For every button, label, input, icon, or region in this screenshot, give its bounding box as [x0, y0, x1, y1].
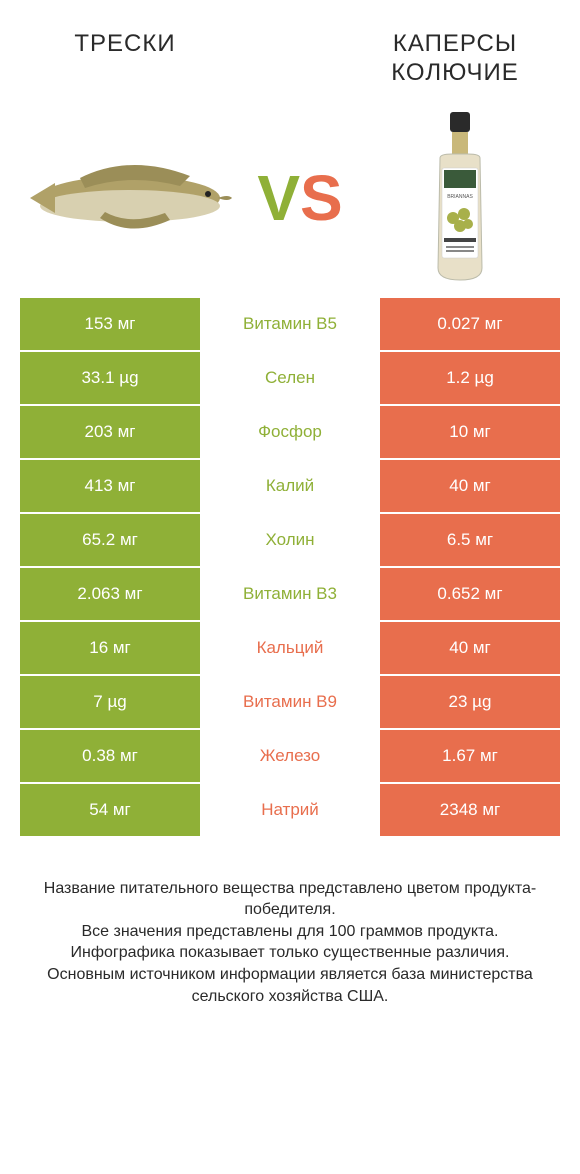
table-row: 153 мгВитамин B50.027 мг — [20, 298, 560, 352]
table-row: 54 мгНатрий2348 мг — [20, 784, 560, 838]
cell-left: 16 мг — [20, 622, 200, 674]
cell-right: 1.67 мг — [380, 730, 560, 782]
cell-nutrient: Селен — [200, 352, 380, 404]
table-row: 413 мгКалий40 мг — [20, 460, 560, 514]
fish-icon — [20, 148, 240, 248]
cell-left: 413 мг — [20, 460, 200, 512]
vs-cell: VS — [240, 161, 360, 235]
cell-left: 65.2 мг — [20, 514, 200, 566]
table-row: 203 мгФосфор10 мг — [20, 406, 560, 460]
header-row: ТРЕСКИ КАПЕРСЫ КОЛЮЧИЕ — [0, 0, 580, 98]
cell-nutrient: Железо — [200, 730, 380, 782]
vs-s: S — [300, 161, 343, 235]
title-right: КАПЕРСЫ КОЛЮЧИЕ — [350, 30, 560, 88]
cell-right: 0.652 мг — [380, 568, 560, 620]
cell-nutrient: Натрий — [200, 784, 380, 836]
footer-text: Название питательного вещества представл… — [20, 878, 560, 1008]
vs-v: V — [257, 161, 300, 235]
image-left-cell — [20, 98, 240, 298]
footer-line: Инфографика показывает только существенн… — [20, 942, 560, 964]
table-row: 7 µgВитамин B923 µg — [20, 676, 560, 730]
cell-right: 6.5 мг — [380, 514, 560, 566]
cell-left: 153 мг — [20, 298, 200, 350]
cell-right: 10 мг — [380, 406, 560, 458]
cell-right: 1.2 µg — [380, 352, 560, 404]
cell-nutrient: Витамин B9 — [200, 676, 380, 728]
title-left: ТРЕСКИ — [20, 30, 230, 88]
svg-text:BRIANNAS: BRIANNAS — [447, 194, 473, 200]
header-spacer — [230, 30, 350, 88]
cell-nutrient: Кальций — [200, 622, 380, 674]
cell-nutrient: Фосфор — [200, 406, 380, 458]
cell-right: 2348 мг — [380, 784, 560, 836]
cell-left: 203 мг — [20, 406, 200, 458]
cell-right: 40 мг — [380, 622, 560, 674]
cell-left: 0.38 мг — [20, 730, 200, 782]
table-row: 65.2 мгХолин6.5 мг — [20, 514, 560, 568]
table-row: 16 мгКальций40 мг — [20, 622, 560, 676]
cell-nutrient: Витамин B5 — [200, 298, 380, 350]
image-right-cell: BRIANNAS — [360, 98, 560, 298]
cell-left: 7 µg — [20, 676, 200, 728]
table-row: 2.063 мгВитамин B30.652 мг — [20, 568, 560, 622]
cell-right: 40 мг — [380, 460, 560, 512]
images-row: VS BRIANNAS — [0, 98, 580, 298]
cell-nutrient: Холин — [200, 514, 380, 566]
footer-line: Название питательного вещества представл… — [20, 878, 560, 921]
cell-nutrient: Витамин B3 — [200, 568, 380, 620]
nutrient-table: 153 мгВитамин B50.027 мг33.1 µgСелен1.2 … — [20, 298, 560, 838]
cell-right: 0.027 мг — [380, 298, 560, 350]
footer-line: Все значения представлены для 100 граммо… — [20, 921, 560, 943]
cell-left: 33.1 µg — [20, 352, 200, 404]
table-row: 33.1 µgСелен1.2 µg — [20, 352, 560, 406]
cell-left: 2.063 мг — [20, 568, 200, 620]
cell-right: 23 µg — [380, 676, 560, 728]
footer-line: Основным источником информации является … — [20, 964, 560, 1007]
cell-left: 54 мг — [20, 784, 200, 836]
cell-nutrient: Калий — [200, 460, 380, 512]
bottle-icon: BRIANNAS — [420, 108, 500, 288]
table-row: 0.38 мгЖелезо1.67 мг — [20, 730, 560, 784]
